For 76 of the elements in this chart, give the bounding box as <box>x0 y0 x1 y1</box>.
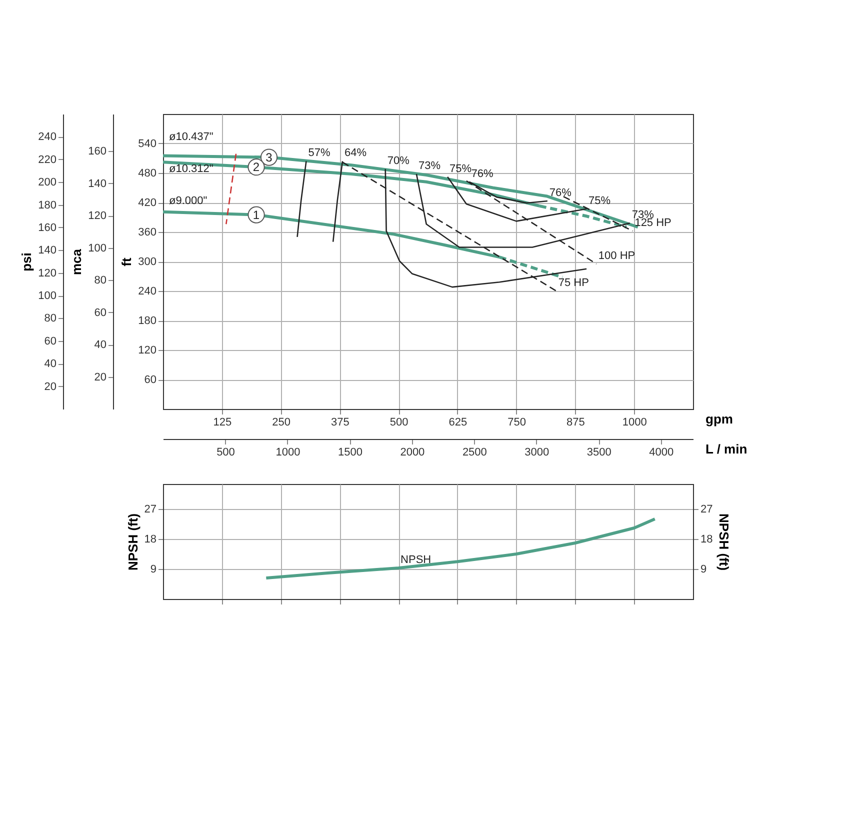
x-tick-label: 500 <box>390 416 408 428</box>
y2-tick-label: 220 <box>38 154 56 166</box>
y-tick-label: 240 <box>138 286 156 298</box>
y3-tick-label: 100 <box>88 242 106 254</box>
y2-tick-label: 140 <box>38 244 56 257</box>
y2-tick-label: 60 <box>44 335 56 348</box>
x-tick-label: 250 <box>272 416 290 428</box>
y-tick-label: 300 <box>138 256 156 268</box>
x2-tick-label: 500 <box>216 446 235 458</box>
x-tick-label: 750 <box>508 416 526 428</box>
y2-tick-label: 120 <box>38 267 56 280</box>
y2-tick-label: 9 <box>700 564 707 576</box>
annotation: ø10.437" <box>169 131 214 143</box>
annotation: 76% <box>549 187 572 200</box>
x2-tick-label: 2000 <box>400 446 425 458</box>
x2-tick-label: 1000 <box>276 446 300 458</box>
annotation: 70% <box>387 155 410 168</box>
y-tick-label: 18 <box>144 534 156 546</box>
y3-tick-label: 80 <box>94 274 106 287</box>
y2-axis-title: NPSH (ft) <box>716 513 732 571</box>
y-tick-label: 27 <box>144 504 156 516</box>
x2-tick-label: 1500 <box>338 446 362 458</box>
annotation: ø9.000" <box>169 195 208 207</box>
y-tick-label: 9 <box>150 564 156 576</box>
y2-tick-label: 18 <box>700 534 713 546</box>
y2-tick-label: 180 <box>38 199 56 212</box>
y-axis-title: NPSH (ft) <box>125 513 140 571</box>
y2-tick-label: 80 <box>44 312 56 325</box>
series-label: 3 <box>266 150 273 164</box>
y-tick-label: 120 <box>138 344 156 356</box>
annotation: NPSH <box>400 554 432 566</box>
x2-tick-label: 3000 <box>524 446 550 458</box>
annotation: 57% <box>308 147 330 160</box>
y2-tick-label: 20 <box>44 380 56 393</box>
y3-tick-label: 120 <box>88 210 106 222</box>
y2-axis-title: psi <box>19 252 34 272</box>
y2-tick-label: 100 <box>38 290 56 302</box>
x2-tick-label: 3500 <box>586 446 612 458</box>
annotation: 100 HP <box>598 250 636 262</box>
x-tick-label: 125 <box>213 416 232 428</box>
y-tick-label: 480 <box>138 168 156 180</box>
y2-tick-label: 27 <box>700 504 713 516</box>
x2-axis-title: L / min <box>706 442 748 456</box>
y-tick-label: 360 <box>138 226 156 238</box>
x2-tick-label: 2500 <box>462 446 487 458</box>
y-axis-title: ft <box>119 257 134 266</box>
x-tick-label: 1000 <box>622 416 647 428</box>
annotation: 76% <box>471 168 494 180</box>
annotation: ø10.312" <box>169 163 214 175</box>
y2-tick-label: 40 <box>44 358 56 370</box>
y2-tick-label: 240 <box>38 131 56 144</box>
y-tick-label: 180 <box>138 315 156 327</box>
y2-tick-label: 200 <box>38 176 56 189</box>
annotation: 75% <box>450 162 472 175</box>
y-tick-label: 540 <box>138 138 156 150</box>
x-tick-label: 375 <box>330 416 350 428</box>
annotation: 75 HP <box>558 277 589 289</box>
x2-tick-label: 4000 <box>649 446 674 458</box>
y3-tick-label: 160 <box>88 146 106 158</box>
y2-tick-label: 160 <box>38 222 56 234</box>
y-tick-label: 420 <box>138 197 156 209</box>
y3-tick-label: 140 <box>88 178 106 190</box>
x-tick-label: 875 <box>566 416 585 428</box>
annotation: 75% <box>588 194 611 207</box>
annotation: 64% <box>344 147 367 160</box>
y3-tick-label: 60 <box>94 306 106 319</box>
series-label: 2 <box>252 160 260 174</box>
y3-tick-label: 40 <box>94 339 106 352</box>
y-tick-label: 60 <box>144 374 156 386</box>
annotation: 73% <box>418 160 441 172</box>
x-tick-label: 625 <box>448 416 468 428</box>
x-axis-title: gpm <box>706 412 733 426</box>
y3-tick-label: 20 <box>94 371 106 384</box>
line-series <box>264 518 656 580</box>
series-label: 1 <box>252 208 260 222</box>
y3-axis-title: mca <box>69 248 84 276</box>
